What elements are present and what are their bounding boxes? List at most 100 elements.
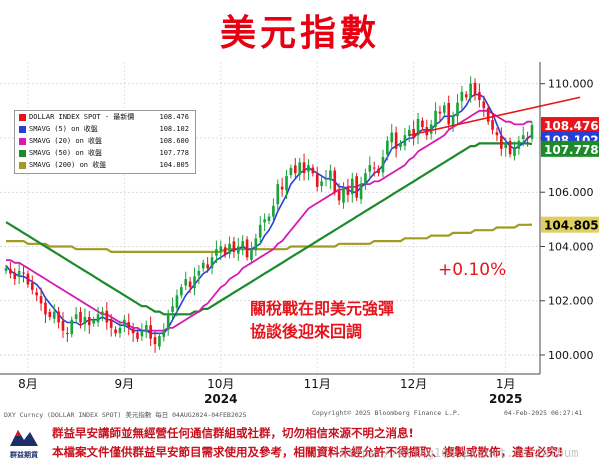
- candle-body: [350, 178, 354, 195]
- price-tag: [541, 140, 599, 157]
- candle-body: [346, 187, 350, 195]
- candle-body: [272, 205, 275, 217]
- candle-body: [171, 306, 174, 312]
- candle-body: [495, 132, 499, 136]
- legend-value: 108.600: [159, 137, 189, 145]
- candle-body: [123, 319, 126, 327]
- candle-body: [267, 216, 271, 221]
- watermark: https://eting168.pixnet.net/album: [340, 446, 579, 460]
- annotation-text-2: 協談後迎來回調: [250, 322, 362, 341]
- price-tag: [541, 216, 599, 233]
- candle-body: [307, 165, 310, 172]
- candle-body: [144, 325, 148, 333]
- legend-item: DOLLAR INDEX SPOT - 最新價 108.476: [15, 111, 195, 123]
- y-tick-label: 102.000: [548, 295, 594, 308]
- candle-body: [201, 262, 205, 269]
- footer-source: DXY Curncy (DOLLAR INDEX SPOT) 美元指數 每日 0…: [4, 411, 247, 419]
- sma20-line: [6, 109, 532, 332]
- candle-body: [13, 272, 17, 280]
- candle-body: [399, 143, 402, 148]
- annotation-pct: +0.10%: [438, 260, 506, 280]
- chart-footer: DXY Curncy (DOLLAR INDEX SPOT) 美元指數 每日 0…: [0, 407, 600, 421]
- disclaimer-line-2: 本檔案文件僅供群益早安節目需求使用及參考，相關資料未經允許不得擷取、複製或散佈，…: [52, 445, 564, 459]
- candlesticks: [4, 76, 534, 353]
- price-tag-label: 104.805: [544, 219, 599, 233]
- x-axis: 8月 9月 10月 11月 12月 1月 2024 2025: [18, 377, 522, 406]
- x-tick-label: 8月: [18, 377, 38, 391]
- candle-body: [44, 302, 47, 315]
- candle-body: [359, 184, 363, 200]
- x-tick-label: 9月: [115, 377, 135, 391]
- legend-value: 104.805: [159, 161, 189, 169]
- legend-value: 107.778: [159, 149, 189, 157]
- sma50-line: [5, 142, 533, 316]
- candle-body: [215, 249, 218, 256]
- candle-body: [285, 175, 288, 191]
- footer-timestamp: 04-Feb-2025 06:27:41: [504, 409, 583, 417]
- company-logo: 群益期貨: [4, 424, 44, 462]
- legend-swatch: [19, 138, 26, 145]
- candle-body: [293, 165, 297, 174]
- candle-body: [333, 170, 337, 193]
- candle-body: [486, 108, 490, 122]
- candle-body: [22, 272, 25, 274]
- x-tick-label: 12月: [400, 377, 427, 391]
- candle-body: [118, 327, 122, 334]
- y-tick-label: 104.000: [548, 240, 594, 253]
- candle-body: [30, 282, 34, 290]
- candle-body: [504, 143, 508, 149]
- candle-body: [101, 311, 104, 316]
- candle-body: [17, 270, 21, 277]
- chart-area: 110.000108.000106.000104.000102.000100.0…: [0, 62, 600, 407]
- logo-icon: [10, 430, 38, 446]
- y-tick-label: 110.000: [548, 78, 594, 91]
- candle-body: [263, 219, 266, 223]
- candle-body: [276, 184, 280, 205]
- candle-body: [87, 317, 91, 326]
- candle-body: [166, 314, 170, 330]
- candle-body: [508, 140, 512, 155]
- x-year-label: 2024: [204, 392, 237, 406]
- candle-body: [521, 135, 525, 140]
- candle-body: [162, 330, 166, 337]
- candle-body: [48, 311, 52, 318]
- legend-swatch: [19, 162, 26, 169]
- legend-item: SMAVG (50) on 收盤 107.778: [15, 147, 195, 159]
- candle-body: [131, 328, 135, 334]
- legend-swatch: [19, 126, 26, 133]
- x-year-label: 2025: [489, 392, 522, 406]
- disclaimer-line-1: 群益早安講師並無經營任何通信群組或社群，切勿相信來源不明之消息!: [52, 426, 414, 440]
- candle-body: [482, 101, 486, 109]
- candle-body: [210, 257, 214, 269]
- y-tick-label: 106.000: [548, 186, 594, 199]
- price-tag: [541, 117, 599, 134]
- legend-value: 108.102: [159, 125, 189, 133]
- page-title: 美元指數: [219, 13, 380, 54]
- candle-body: [92, 319, 95, 324]
- candle-body: [66, 333, 69, 335]
- candle-body: [228, 243, 231, 254]
- candle-body: [364, 173, 367, 185]
- candle-body: [206, 264, 209, 269]
- candle-body: [407, 129, 411, 137]
- legend-label: SMAVG (200) on 收盤: [29, 161, 107, 169]
- candle-body: [280, 186, 284, 190]
- candle-body: [254, 238, 258, 251]
- candle-body: [421, 120, 424, 128]
- candle-body: [184, 279, 188, 286]
- candle-body: [499, 136, 503, 149]
- candle-body: [460, 91, 464, 102]
- candle-body: [337, 190, 341, 201]
- candle-body: [219, 246, 223, 252]
- legend-swatch: [19, 114, 26, 121]
- annotation-text-1: 關稅戰在即美元強彈: [250, 299, 394, 318]
- x-tick-label: 10月: [207, 377, 234, 391]
- candle-body: [315, 174, 319, 187]
- candle-body: [4, 268, 8, 271]
- price-tag-label: 108.476: [544, 119, 599, 133]
- candle-body: [241, 241, 245, 247]
- candle-body: [464, 94, 468, 98]
- candle-body: [114, 329, 117, 334]
- candle-body: [245, 239, 249, 258]
- candle-body: [451, 116, 455, 127]
